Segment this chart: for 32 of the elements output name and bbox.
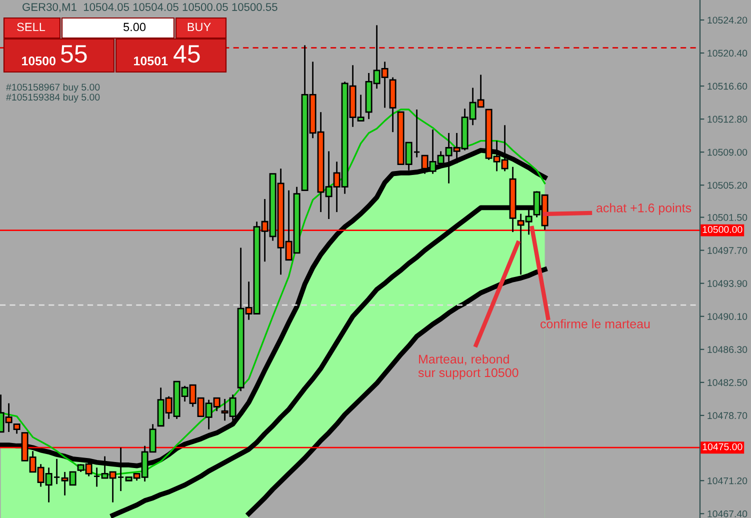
annotation: confirme le marteau	[540, 319, 650, 328]
annotation: 45	[174, 45, 200, 63]
annotation: SELL	[17, 22, 46, 32]
y-tick-label: 10501.50	[708, 214, 748, 221]
y-tick-label: 10520.40	[708, 50, 748, 57]
candlestick	[13, 423, 20, 434]
y-tick-label: 10486.30	[708, 346, 748, 354]
annotation: #105158967 buy 5.00	[6, 83, 100, 93]
annotation: 5.00	[124, 22, 146, 32]
y-tick-label: 10482.50	[708, 379, 748, 386]
y-tick-label: 10516.60	[708, 82, 748, 90]
y-tick-label: 10497.70	[708, 247, 748, 254]
y-tick-label: 10512.80	[708, 116, 748, 123]
y-tick-label: 10524.20	[708, 16, 748, 24]
y-tick-label: 10490.10	[708, 313, 748, 320]
ref-line-label: 10475.00	[702, 443, 742, 450]
annotation: Marteau, rebond sur support 10500	[418, 354, 518, 380]
annotation: BUY	[188, 22, 211, 32]
text: achat +1.6 points	[596, 203, 692, 215]
y-tick-label: 10471.20	[708, 477, 748, 484]
candlestick	[93, 466, 100, 488]
y-tick-label: 10509.00	[708, 148, 748, 156]
y-tick-label: 10493.90	[708, 280, 748, 287]
annotation: GER30,M1 10504.05 10504.05 10500.05 10500.55	[22, 3, 278, 12]
annotation: 55	[61, 45, 87, 63]
y-tick-label: 10467.40	[708, 510, 748, 518]
y-tick-label: 10478.70	[708, 412, 748, 420]
annotation: 10501	[134, 56, 168, 66]
ref-line-label: 10500.00	[702, 226, 742, 233]
annotation: 10500	[22, 56, 56, 66]
y-tick-label: 10505.20	[708, 182, 748, 189]
annotation: #105159384 buy 5.00	[6, 93, 100, 103]
